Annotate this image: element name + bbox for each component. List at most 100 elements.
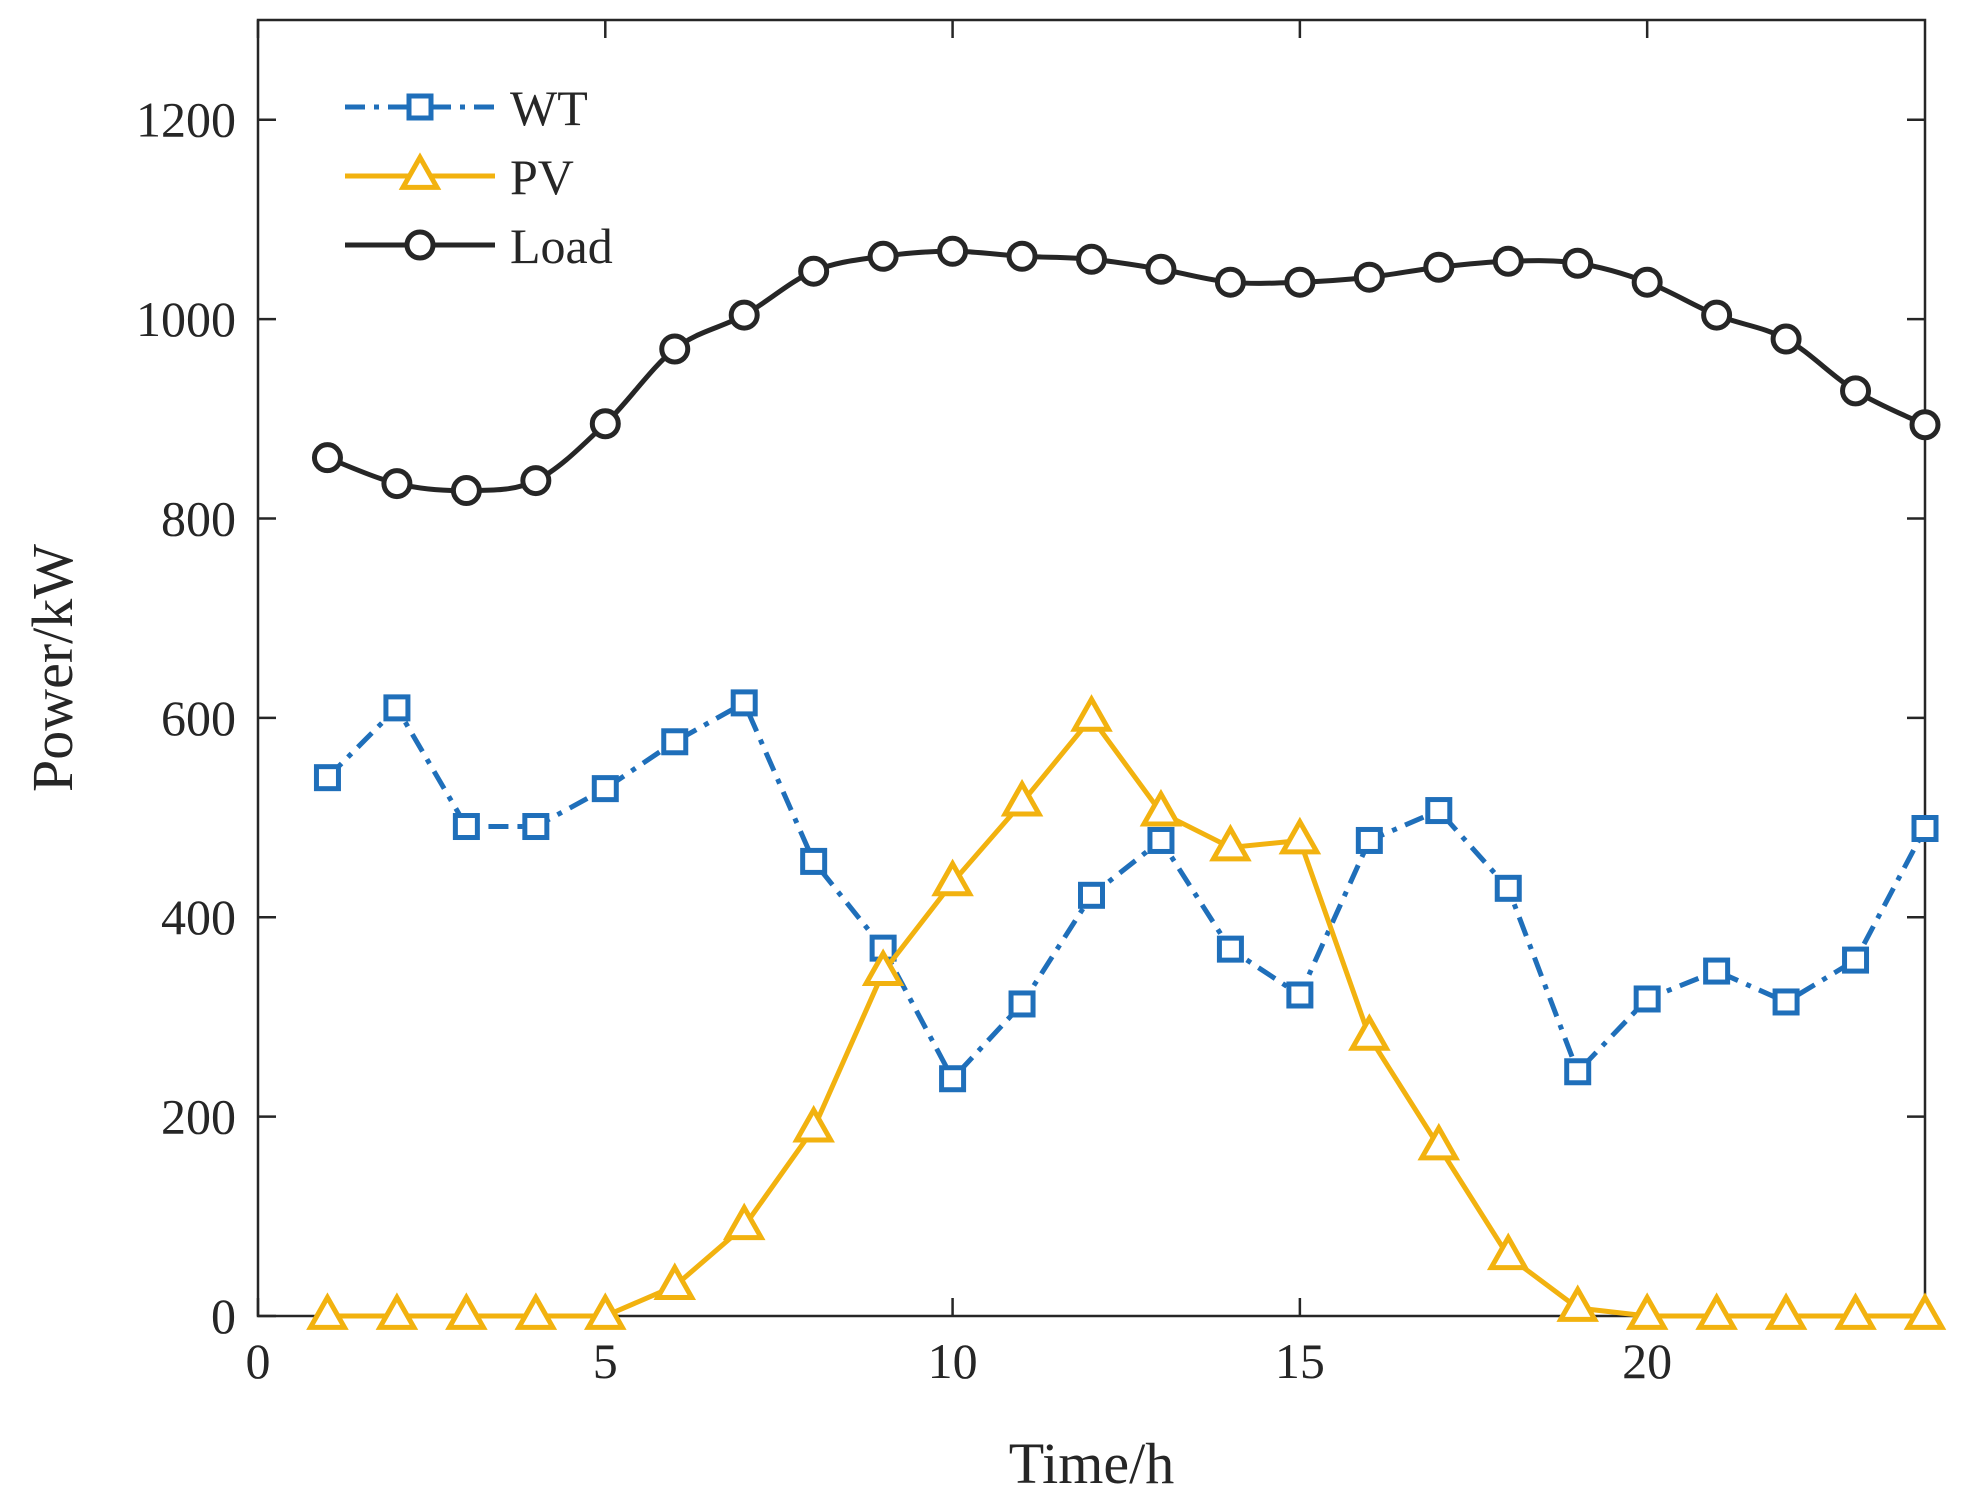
data-point-wt xyxy=(1008,990,1036,1018)
series-pv xyxy=(306,694,1947,1330)
data-point-load xyxy=(937,235,969,267)
data-point-wt xyxy=(452,813,480,841)
x-tick-label: 0 xyxy=(246,1333,271,1389)
data-point-load xyxy=(1284,266,1316,298)
data-point-load xyxy=(798,255,830,287)
legend-label-wt: WT xyxy=(510,80,588,136)
data-point-pv xyxy=(445,1292,488,1330)
data-point-pv xyxy=(653,1262,697,1300)
data-point-load xyxy=(1701,299,1733,331)
legend-entry-load: Load xyxy=(345,218,613,274)
series-layer xyxy=(306,235,1947,1330)
data-point-load xyxy=(659,333,691,365)
data-point-wt xyxy=(1147,826,1175,854)
data-point-load xyxy=(1006,240,1038,272)
data-point-wt xyxy=(1772,988,1800,1016)
data-point-load xyxy=(1214,266,1246,298)
data-point-load xyxy=(1145,253,1177,285)
data-point-pv xyxy=(1903,1292,1947,1330)
x-tick-label: 15 xyxy=(1275,1333,1325,1389)
legend-label-load: Load xyxy=(510,218,613,274)
y-tick-label: 800 xyxy=(161,490,236,546)
data-point-load xyxy=(1423,251,1455,283)
data-point-wt xyxy=(1633,985,1661,1013)
data-point-pv xyxy=(584,1292,627,1330)
data-point-pv xyxy=(1000,778,1044,817)
data-point-pv xyxy=(1348,1013,1391,1051)
legend-entry-pv: PV xyxy=(345,149,574,205)
data-point-wt xyxy=(1911,815,1939,843)
y-tick-label: 1000 xyxy=(136,291,236,347)
series-line-wt xyxy=(325,700,1928,1082)
axis-ticks xyxy=(256,20,1925,1318)
data-point-pv xyxy=(1278,816,1322,855)
data-point-pv xyxy=(306,1292,349,1330)
data-point-wt xyxy=(1286,981,1314,1009)
data-point-load xyxy=(728,299,760,331)
data-point-wt xyxy=(1564,1058,1592,1086)
data-point-wt xyxy=(522,813,550,841)
data-point-load xyxy=(1840,375,1872,407)
data-point-load xyxy=(450,475,482,507)
data-point-pv xyxy=(1209,823,1252,862)
plot-frame xyxy=(256,18,1927,1318)
data-point-pv xyxy=(722,1202,766,1241)
series-load xyxy=(311,235,1941,507)
series-wt xyxy=(313,689,1939,1093)
plot-box xyxy=(256,18,1927,1318)
data-point-pv xyxy=(1695,1292,1738,1330)
data-point-wt xyxy=(800,847,828,875)
data-point-pv xyxy=(514,1292,558,1330)
y-tick-label: 400 xyxy=(161,889,236,945)
data-point-wt xyxy=(1842,946,1870,974)
data-point-load xyxy=(1909,409,1941,441)
data-point-pv xyxy=(1834,1292,1877,1330)
y-tick-label: 200 xyxy=(161,1089,236,1145)
legend-label-pv: PV xyxy=(510,149,574,205)
y-axis-label: Power/kW xyxy=(20,544,85,792)
series-line-load xyxy=(326,248,1927,494)
data-point-wt xyxy=(1494,874,1522,902)
legend-entry-wt: WT xyxy=(345,80,588,136)
data-point-wt xyxy=(1703,957,1731,985)
data-point-wt xyxy=(939,1065,967,1093)
x-tick-label: 20 xyxy=(1622,1333,1672,1389)
data-point-wt xyxy=(730,689,758,717)
series-line-pv xyxy=(327,715,1925,1319)
data-point-pv xyxy=(792,1104,835,1143)
data-point-wt xyxy=(383,694,411,722)
legend-marker-wt xyxy=(406,93,434,121)
data-point-load xyxy=(1631,266,1663,298)
data-point-wt xyxy=(591,775,619,803)
data-point-load xyxy=(589,408,621,440)
x-axis-label: Time/h xyxy=(1009,1431,1174,1496)
data-point-wt xyxy=(1355,826,1383,854)
data-point-load xyxy=(1076,243,1107,275)
y-tick-label: 0 xyxy=(211,1288,236,1344)
data-point-pv xyxy=(931,858,974,897)
data-point-wt xyxy=(661,728,689,756)
data-point-load xyxy=(1492,245,1524,277)
data-point-load xyxy=(311,442,343,474)
data-point-pv xyxy=(1556,1284,1599,1322)
legend: WT PV Load xyxy=(345,80,613,274)
data-point-pv xyxy=(861,948,905,986)
data-point-pv xyxy=(375,1292,419,1330)
legend-marker-load xyxy=(404,229,436,261)
data-point-load xyxy=(867,240,899,272)
data-point-pv xyxy=(1139,788,1183,827)
data-point-load xyxy=(381,468,413,500)
data-point-wt xyxy=(1078,881,1105,909)
data-point-pv xyxy=(1764,1292,1808,1330)
data-point-wt xyxy=(313,764,341,792)
data-point-pv xyxy=(1625,1292,1669,1330)
data-point-load xyxy=(1562,247,1594,279)
data-point-pv xyxy=(1486,1232,1530,1271)
data-point-pv xyxy=(1070,694,1113,732)
data-point-load xyxy=(520,465,552,497)
y-tick-label: 1200 xyxy=(136,92,236,148)
y-tick-label: 600 xyxy=(161,690,236,746)
data-point-load xyxy=(1770,323,1802,355)
